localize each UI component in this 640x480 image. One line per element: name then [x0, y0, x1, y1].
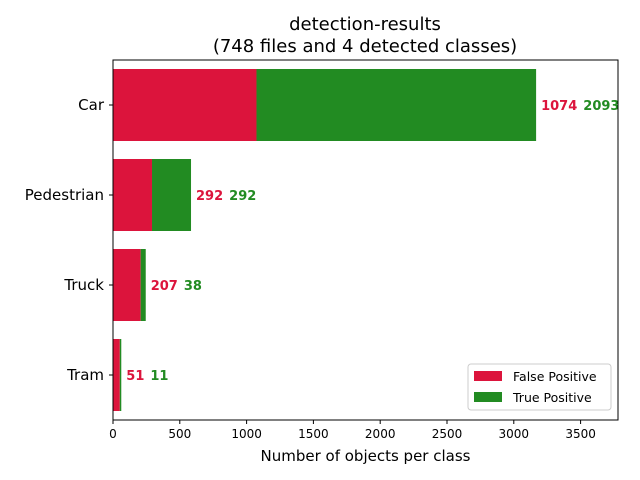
x-tick-label-2000: 2000	[365, 427, 396, 441]
bar-truck-false-positive	[113, 249, 141, 321]
legend-label-false-positive: False Positive	[513, 369, 597, 384]
y-tick-label-pedestrian: Pedestrian	[25, 186, 104, 204]
legend-swatch-true-positive	[474, 392, 502, 402]
data-label-car-false-positive: 1074	[541, 99, 577, 114]
plot-frame	[112, 59, 619, 421]
bar-car-true-positive	[256, 69, 537, 141]
data-label-tram-false-positive: 51	[126, 369, 144, 384]
data-label-car-true-positive: 2093	[583, 99, 619, 114]
x-tick-label-2500: 2500	[432, 427, 463, 441]
data-labels-group: 1074 2093 292 292 207 38 51 11	[126, 99, 619, 384]
data-label-truck-true-positive: 38	[184, 279, 202, 294]
data-label-tram-true-positive: 11	[150, 369, 168, 384]
x-tick-label-1000: 1000	[231, 427, 262, 441]
data-label-pedestrian-false-positive: 292	[196, 189, 223, 204]
legend-frame	[467, 363, 612, 411]
bar-truck-true-positive	[140, 249, 146, 321]
legend-swatch-false-positive	[474, 371, 502, 381]
x-axis-label: Number of objects per class	[261, 447, 471, 465]
y-tick-label-tram: Tram	[66, 366, 104, 384]
bar-tram-true-positive	[119, 339, 122, 411]
x-tick-label-3000: 3000	[499, 427, 530, 441]
legend-label-true-positive: True Positive	[512, 390, 592, 405]
x-tick-label-500: 500	[168, 427, 191, 441]
data-label-pedestrian-true-positive: 292	[229, 189, 256, 204]
legend: False Positive True Positive	[467, 363, 612, 411]
y-tick-label-truck: Truck	[63, 276, 104, 294]
x-tick-label-3500: 3500	[565, 427, 596, 441]
x-axis-ticks: 0 500 1000 1500 2000 2500 3000 3500	[109, 420, 596, 441]
x-tick-label-1500: 1500	[298, 427, 329, 441]
chart-title: detection-results	[289, 14, 441, 35]
y-axis-ticks: Car Pedestrian Truck Tram	[25, 96, 113, 384]
x-tick-label-0: 0	[109, 427, 117, 441]
bar-car-false-positive	[113, 69, 257, 141]
y-tick-label-car: Car	[78, 96, 105, 114]
bar-pedestrian-true-positive	[152, 159, 192, 231]
chart-subtitle: (748 files and 4 detected classes)	[213, 36, 517, 57]
bars-group	[113, 69, 537, 411]
bar-pedestrian-false-positive	[113, 159, 153, 231]
data-label-truck-false-positive: 207	[151, 279, 178, 294]
bar-tram-false-positive	[113, 339, 120, 411]
